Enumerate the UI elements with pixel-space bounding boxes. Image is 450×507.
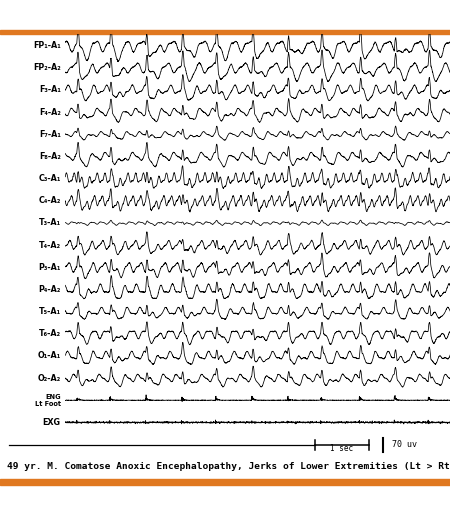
Text: FP₂-A₂: FP₂-A₂ — [33, 63, 61, 72]
Text: Source: Semin Neurol © 2003 Thieme Medical Publishers: Source: Semin Neurol © 2003 Thieme Medic… — [101, 492, 349, 501]
Text: www.medscape.com: www.medscape.com — [171, 8, 300, 21]
Text: O₁-A₁: O₁-A₁ — [37, 351, 61, 360]
Text: T₄-A₂: T₄-A₂ — [39, 240, 61, 249]
Text: O₂-A₂: O₂-A₂ — [37, 374, 61, 383]
Text: EXG: EXG — [43, 418, 61, 427]
Text: F₇-A₁: F₇-A₁ — [39, 130, 61, 139]
Text: F₈-A₂: F₈-A₂ — [39, 152, 61, 161]
Text: 70 uv: 70 uv — [392, 440, 417, 449]
Text: T₆-A₂: T₆-A₂ — [39, 329, 61, 338]
Text: F₄-A₂: F₄-A₂ — [39, 107, 61, 117]
Text: P₄-A₂: P₄-A₂ — [38, 285, 61, 294]
Bar — [0, 30, 450, 34]
Text: ENG
Lt Foot: ENG Lt Foot — [35, 394, 61, 407]
Text: Medscape®: Medscape® — [9, 8, 96, 21]
Text: P₃-A₁: P₃-A₁ — [38, 263, 61, 272]
Text: 1 sec: 1 sec — [330, 444, 354, 453]
Text: C₃-A₁: C₃-A₁ — [38, 174, 61, 183]
Text: C₄-A₂: C₄-A₂ — [38, 196, 61, 205]
Text: F₃-A₁: F₃-A₁ — [39, 85, 61, 94]
Text: 49 yr. M. Comatose Anoxic Encephalopathy, Jerks of Lower Extremities (Lt > Rt): 49 yr. M. Comatose Anoxic Encephalopathy… — [7, 462, 450, 471]
Text: FP₁-A₁: FP₁-A₁ — [33, 41, 61, 50]
Text: T₅-A₁: T₅-A₁ — [39, 307, 61, 316]
Bar — [0, 479, 450, 485]
Text: T₃-A₁: T₃-A₁ — [39, 219, 61, 228]
